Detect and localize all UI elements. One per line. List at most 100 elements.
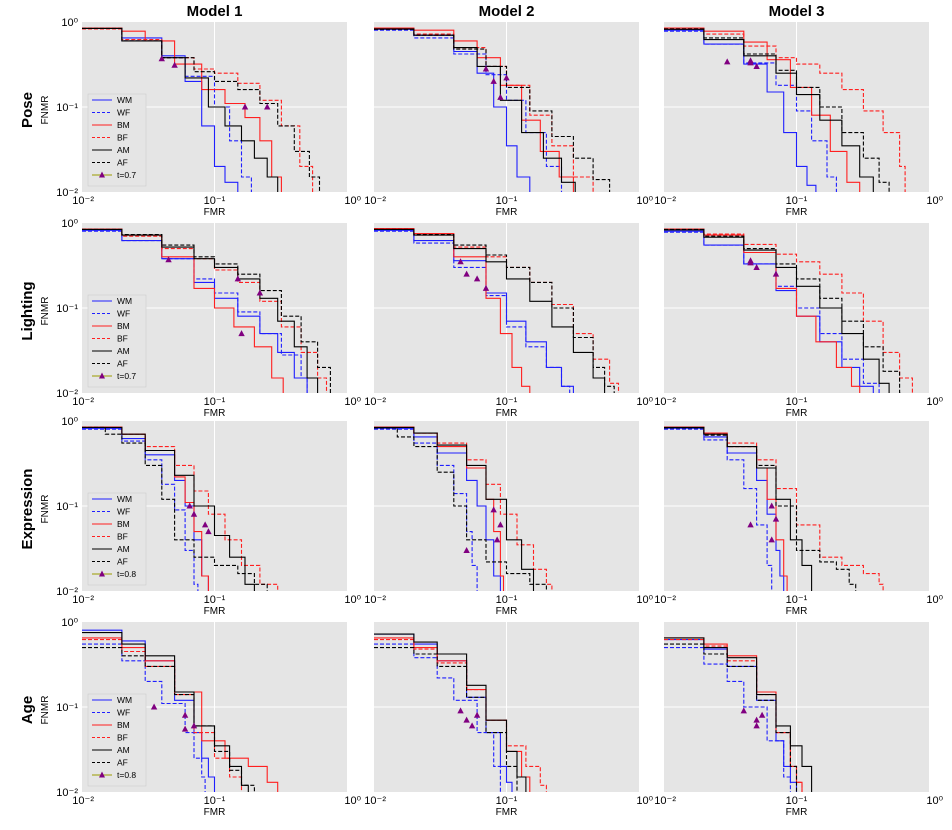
- series-line-bm: [82, 27, 282, 192]
- threshold-marker: [468, 722, 476, 729]
- x-tick-label: 10⁰: [636, 195, 653, 207]
- y-tick-label: 10⁻¹: [56, 501, 78, 513]
- series-line-af: [82, 27, 321, 192]
- x-tick-label: 10⁰: [344, 396, 361, 408]
- x-tick-label: 10⁻²: [654, 195, 676, 207]
- legend-marker: [99, 372, 105, 379]
- threshold-marker: [490, 506, 497, 513]
- legend-label: AM: [117, 544, 130, 554]
- legend-label: AM: [117, 145, 130, 155]
- column-title: Model 2: [479, 3, 535, 20]
- series-line-wf: [82, 28, 252, 192]
- legend-marker: [99, 570, 105, 577]
- x-tick-label: 10⁻¹: [496, 195, 518, 207]
- x-tick-label: 10⁻²: [364, 195, 386, 207]
- legend-marker: [99, 771, 105, 778]
- threshold-marker: [747, 57, 754, 64]
- x-tick-label: 10⁰: [636, 795, 653, 807]
- threshold-marker: [190, 722, 198, 729]
- x-tick-label: 10⁰: [636, 396, 653, 408]
- series-line-af: [664, 228, 902, 393]
- threshold-marker: [165, 256, 172, 263]
- threshold-marker: [753, 263, 760, 270]
- legend-label: BM: [117, 120, 130, 130]
- x-tick-label: 10⁻¹: [204, 396, 226, 408]
- panel: [664, 22, 929, 192]
- legend-label: AF: [117, 758, 128, 768]
- row-title: Lighting: [19, 281, 36, 340]
- series-line-am: [374, 426, 535, 591]
- x-tick-label: 10⁻²: [654, 795, 676, 807]
- y-tick-label: 10⁻¹: [56, 303, 78, 315]
- legend-label: AF: [117, 557, 128, 567]
- y-tick-label: 10⁰: [61, 416, 78, 428]
- y-tick-label: 10⁻²: [56, 187, 78, 199]
- threshold-marker: [241, 103, 249, 110]
- x-tick-label: 10⁻¹: [204, 594, 226, 606]
- threshold-marker: [181, 711, 189, 718]
- threshold-marker: [768, 502, 775, 509]
- series-line-af: [374, 427, 547, 591]
- legend-label: t=0.7: [117, 170, 136, 180]
- legend-label: BF: [117, 733, 128, 743]
- x-axis-label: FMR: [786, 408, 808, 419]
- threshold-marker: [205, 528, 212, 535]
- series-line-am: [374, 633, 527, 792]
- threshold-marker: [463, 546, 470, 553]
- panel: [664, 622, 929, 792]
- threshold-marker: [724, 58, 731, 65]
- column-title: Model 1: [187, 3, 243, 20]
- x-axis-label: FMR: [496, 408, 518, 419]
- legend-label: AF: [117, 359, 128, 369]
- threshold-marker: [190, 510, 198, 517]
- x-tick-label: 10⁻¹: [786, 396, 808, 408]
- panel: WM WF BM BF AM AF t=0.7: [82, 223, 347, 393]
- series-line-am: [82, 426, 255, 591]
- legend-label: BF: [117, 133, 128, 143]
- x-tick-label: 10⁻¹: [496, 396, 518, 408]
- x-tick-label: 10⁻¹: [786, 195, 808, 207]
- x-tick-label: 10⁻¹: [496, 594, 518, 606]
- series-line-am: [664, 637, 813, 792]
- legend-label: WM: [117, 494, 132, 504]
- panel: [664, 223, 929, 393]
- y-tick-label: 10⁻²: [56, 787, 78, 799]
- series-line-wf: [664, 647, 791, 792]
- panel: [374, 223, 639, 393]
- panel: WM WF BM BF AM AF t=0.8: [82, 622, 347, 792]
- threshold-marker: [772, 270, 780, 277]
- legend-label: BM: [117, 720, 130, 730]
- series-line-af: [82, 228, 331, 393]
- series-line-wm: [374, 427, 501, 591]
- x-tick-label: 10⁻¹: [204, 195, 226, 207]
- legend-label: WM: [117, 296, 132, 306]
- x-axis-label: FMR: [496, 807, 518, 818]
- threshold-marker: [753, 716, 760, 723]
- y-axis-label: FNMR: [40, 297, 51, 326]
- series-line-bm: [664, 228, 861, 393]
- x-tick-label: 10⁻²: [654, 396, 676, 408]
- x-tick-label: 10⁰: [926, 795, 943, 807]
- series-line-wf: [82, 230, 308, 393]
- threshold-marker: [457, 707, 464, 714]
- threshold-marker: [740, 707, 747, 714]
- row-title: Pose: [19, 92, 36, 128]
- column-title: Model 3: [769, 3, 825, 20]
- threshold-marker: [482, 284, 490, 291]
- x-axis-label: FMR: [786, 807, 808, 818]
- legend-label: WM: [117, 695, 132, 705]
- threshold-marker: [150, 703, 158, 710]
- x-tick-label: 10⁰: [926, 594, 943, 606]
- legend-label: t=0.8: [117, 569, 136, 579]
- x-tick-label: 10⁻¹: [786, 594, 808, 606]
- legend-box: [87, 294, 147, 388]
- series-line-bm: [664, 27, 861, 192]
- threshold-marker: [186, 502, 193, 509]
- legend-label: AM: [117, 346, 130, 356]
- legend-label: t=0.8: [117, 770, 136, 780]
- x-axis-label: FMR: [786, 606, 808, 617]
- series-line-af: [374, 28, 611, 192]
- threshold-marker: [497, 93, 504, 100]
- legend-marker: [99, 171, 105, 178]
